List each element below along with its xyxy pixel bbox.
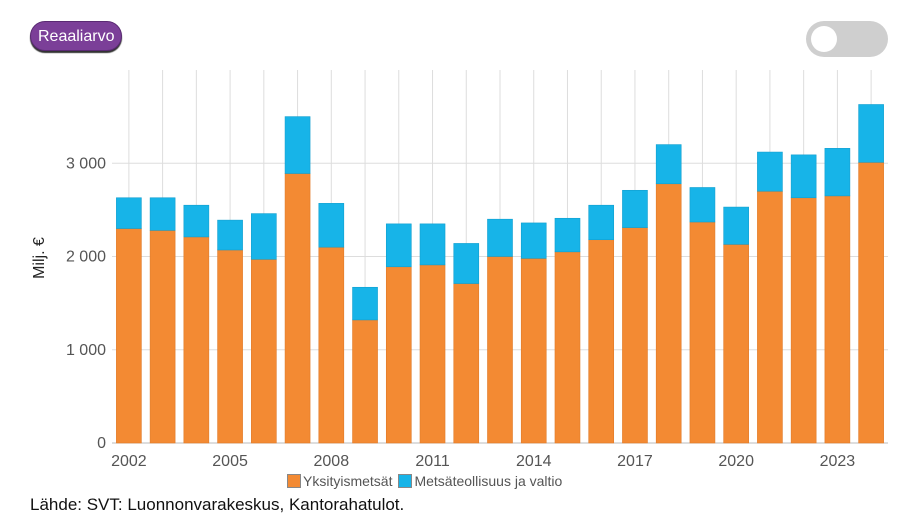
bar-industry-2024[interactable] (858, 104, 884, 163)
bar-industry-2008[interactable] (318, 203, 345, 248)
bar-private-2022[interactable] (790, 197, 817, 444)
bar-private-2012[interactable] (453, 283, 480, 444)
bar-private-2018[interactable] (655, 183, 682, 444)
bar-industry-2009[interactable] (352, 286, 378, 321)
legend-item-industry[interactable]: Metsäteollisuus ja valtio (398, 473, 562, 489)
bar-private-2017[interactable] (622, 227, 648, 444)
x-tick-label: 2011 (415, 453, 450, 470)
bar-industry-2018[interactable] (655, 144, 682, 185)
bar-private-2007[interactable] (284, 173, 311, 444)
bars (116, 104, 884, 444)
y-tick-label: 2 000 (66, 249, 106, 266)
toggle-switch[interactable] (806, 21, 888, 57)
bar-private-2004[interactable] (183, 236, 210, 444)
bar-industry-2014[interactable] (520, 222, 547, 259)
bar-industry-2022[interactable] (790, 154, 817, 199)
bar-industry-2010[interactable] (385, 223, 412, 268)
bar-industry-2021[interactable] (757, 151, 783, 192)
y-tick-labels: 0 1 000 2 000 3 000 (66, 155, 106, 452)
bar-private-2009[interactable] (352, 319, 378, 444)
bar-private-2021[interactable] (757, 190, 783, 444)
bar-private-2024[interactable] (858, 162, 884, 444)
bar-industry-2017[interactable] (622, 189, 648, 228)
x-tick-label: 2017 (617, 453, 653, 470)
bar-industry-2002[interactable] (116, 197, 142, 229)
bar-industry-2019[interactable] (689, 187, 716, 223)
x-tick-label: 2023 (820, 453, 856, 470)
y-tick-label: 3 000 (66, 155, 106, 172)
legend: Yksityismetsät Metsäteollisuus ja valtio (287, 473, 568, 489)
bar-industry-2013[interactable] (487, 218, 513, 257)
bar-industry-2012[interactable] (453, 243, 480, 284)
bar-private-2013[interactable] (487, 256, 513, 444)
bar-private-2020[interactable] (723, 244, 749, 444)
bar-industry-2004[interactable] (183, 204, 210, 238)
y-tick-label: 1 000 (66, 342, 106, 359)
legend-swatch-industry (398, 474, 413, 488)
real-value-badge[interactable]: Reaaliarvo (30, 21, 123, 51)
legend-label-private: Yksityismetsät (303, 473, 393, 489)
bar-industry-2015[interactable] (554, 217, 581, 253)
bar-private-2002[interactable] (116, 228, 142, 444)
x-tick-label: 2014 (516, 453, 552, 470)
bar-private-2014[interactable] (520, 258, 547, 444)
toggle-knob (811, 26, 837, 52)
y-tick-label: 0 (97, 435, 106, 452)
legend-swatch-private (287, 474, 301, 488)
bar-industry-2005[interactable] (217, 219, 243, 251)
x-tick-label: 2005 (212, 453, 248, 470)
bar-industry-2016[interactable] (588, 204, 615, 241)
bar-private-2010[interactable] (385, 266, 412, 444)
bar-industry-2011[interactable] (419, 223, 446, 266)
legend-item-private[interactable]: Yksityismetsät (287, 473, 392, 489)
x-tick-label: 2008 (314, 453, 350, 470)
y-axis-label: Milj. € (31, 237, 48, 279)
x-tick-label: 2020 (718, 453, 754, 470)
source-note: Lähde: SVT: Luonnonvarakeskus, Kantoraha… (30, 495, 405, 514)
bar-private-2015[interactable] (554, 251, 581, 444)
bar-private-2023[interactable] (824, 195, 851, 444)
bar-private-2005[interactable] (217, 249, 243, 444)
bar-private-2016[interactable] (588, 239, 615, 444)
bar-industry-2020[interactable] (723, 206, 749, 245)
bar-private-2008[interactable] (318, 246, 345, 444)
x-tick-label: 2002 (111, 453, 147, 470)
legend-label-industry: Metsäteollisuus ja valtio (414, 473, 563, 489)
bar-private-2003[interactable] (149, 230, 176, 444)
bar-industry-2003[interactable] (149, 197, 176, 231)
bar-private-2011[interactable] (419, 264, 446, 444)
bar-industry-2006[interactable] (251, 213, 277, 260)
x-tick-labels: 2002 2005 2008 2011 2014 2017 2020 2023 (111, 453, 855, 470)
bar-industry-2007[interactable] (284, 116, 311, 174)
bar-private-2019[interactable] (689, 221, 716, 444)
bar-industry-2023[interactable] (824, 148, 851, 197)
bar-private-2006[interactable] (251, 258, 277, 444)
